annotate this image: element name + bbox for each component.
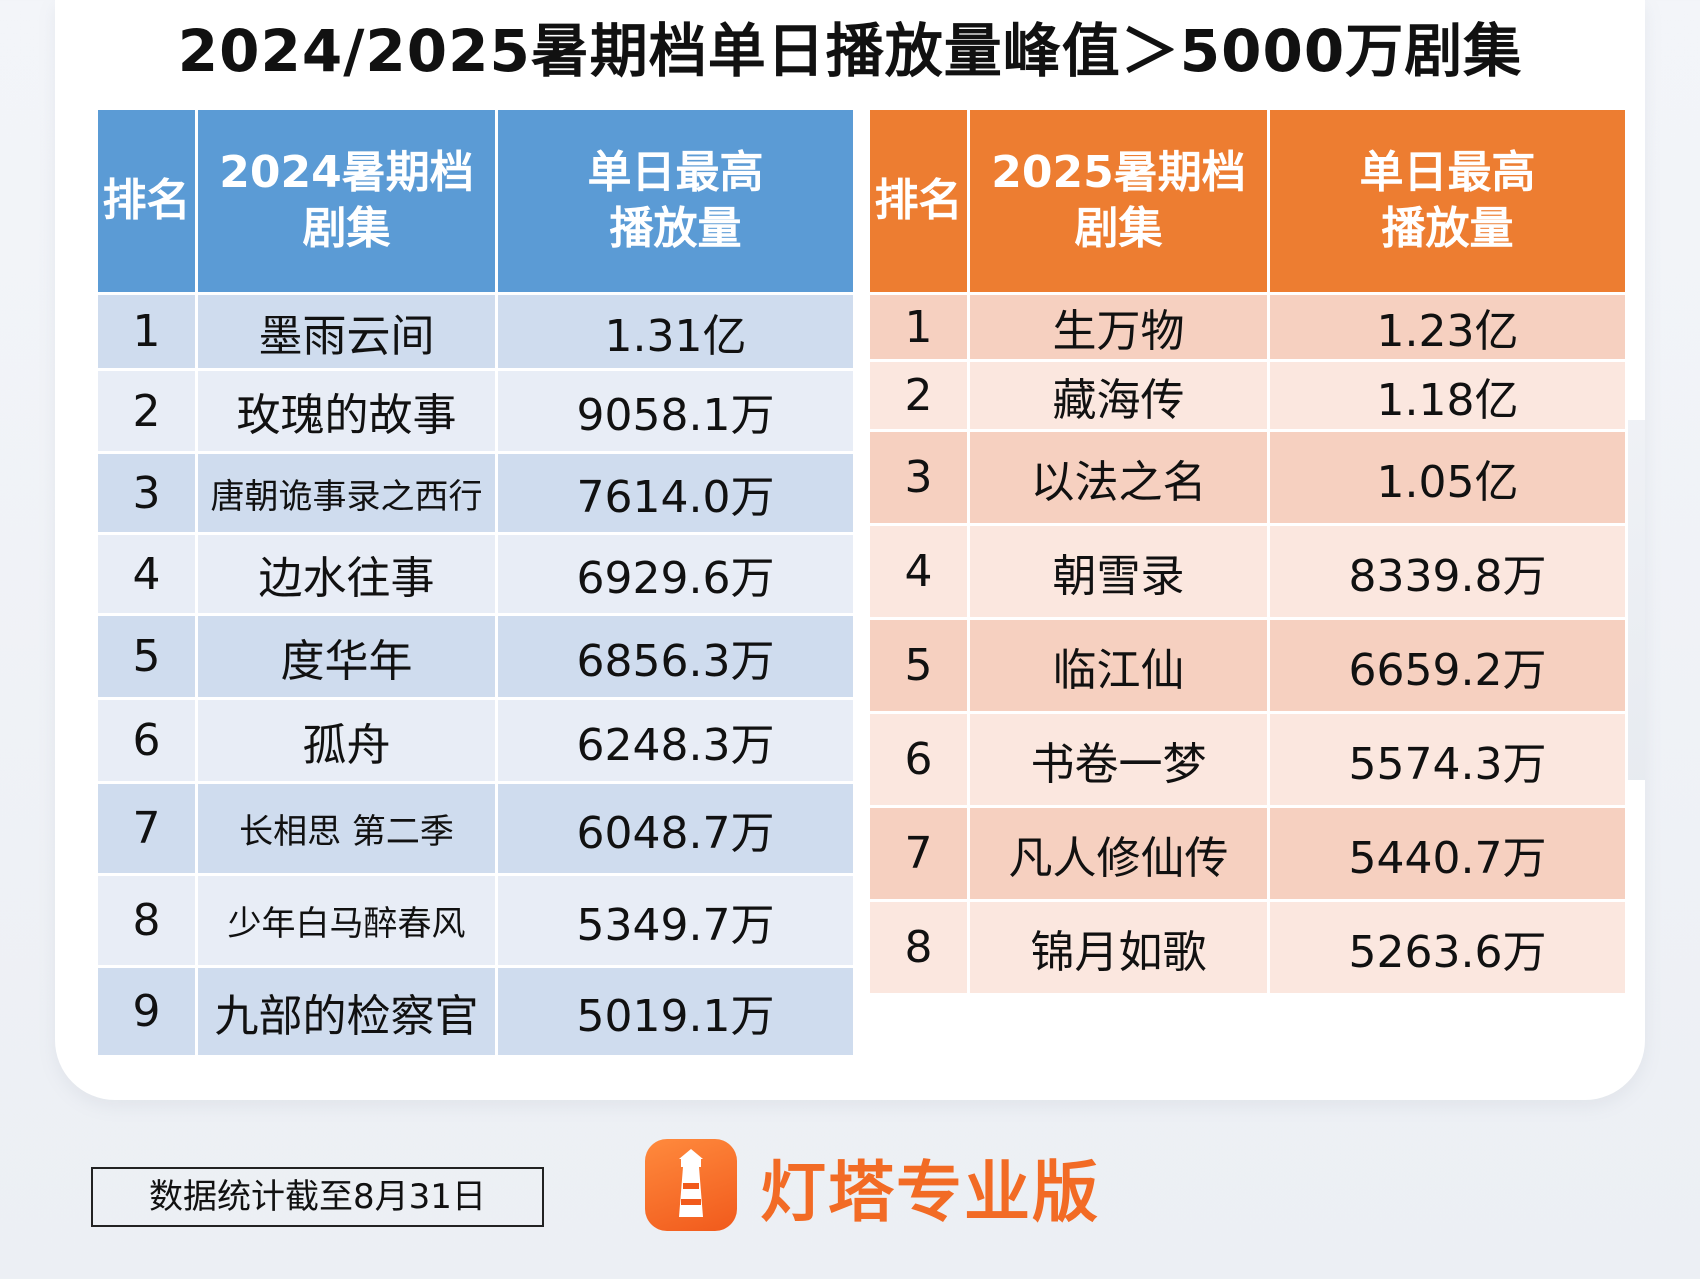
- peak-views-cell: 5440.7万: [1267, 805, 1628, 902]
- data-cutoff-note: 数据统计截至8月31日: [91, 1167, 544, 1227]
- peak-views-cell: 5574.3万: [1267, 711, 1628, 808]
- peak-views-cell: 7614.0万: [495, 451, 856, 535]
- rank-cell: 7: [867, 805, 970, 902]
- drama-name-cell: 度华年: [195, 613, 498, 700]
- header-drama: 2024暑期档 剧集: [195, 107, 498, 295]
- rank-cell: 6: [95, 697, 198, 784]
- header-peak-views: 单日最高 播放量: [1267, 107, 1628, 295]
- drama-name-cell: 锦月如歌: [967, 899, 1270, 996]
- rank-cell: 4: [867, 523, 970, 620]
- drama-name-cell: 书卷一梦: [967, 711, 1270, 808]
- table-row: 7 长相思 第二季 6048.7万: [95, 781, 856, 876]
- rank-cell: 8: [867, 899, 970, 996]
- rank-cell: 2: [867, 359, 970, 432]
- rank-cell: 9: [95, 965, 198, 1058]
- rank-cell: 5: [867, 617, 970, 714]
- table-row: 6 孤舟 6248.3万: [95, 697, 856, 784]
- peak-views-cell: 6248.3万: [495, 697, 856, 784]
- drama-name-cell: 墨雨云间: [195, 292, 498, 371]
- rank-cell: 1: [867, 292, 970, 362]
- rank-cell: 4: [95, 532, 198, 616]
- header-peak-views: 单日最高 播放量: [495, 107, 856, 295]
- peak-views-cell: 1.23亿: [1267, 292, 1628, 362]
- drama-name-cell: 长相思 第二季: [195, 781, 498, 876]
- table-row: 3 唐朝诡事录之西行 7614.0万: [95, 451, 856, 535]
- rank-cell: 5: [95, 613, 198, 700]
- ranking-table-2024: 排名 2024暑期档 剧集 单日最高 播放量 1 墨雨云间 1.31亿 2 玫瑰的故事 9…: [95, 107, 856, 1058]
- rank-cell: 3: [95, 451, 198, 535]
- rank-cell: 6: [867, 711, 970, 808]
- rank-cell: 3: [867, 429, 970, 526]
- table-row: 7 凡人修仙传 5440.7万: [867, 805, 1628, 902]
- table-row: 4 边水往事 6929.6万: [95, 532, 856, 616]
- table-row: 4 朝雪录 8339.8万: [867, 523, 1628, 620]
- table-row: 5 度华年 6856.3万: [95, 613, 856, 700]
- table-row: 9 九部的检察官 5019.1万: [95, 965, 856, 1058]
- header-rank: 排名: [95, 107, 198, 295]
- drama-name-cell: 玫瑰的故事: [195, 368, 498, 454]
- drama-name-cell: 孤舟: [195, 697, 498, 784]
- peak-views-cell: 6856.3万: [495, 613, 856, 700]
- drama-name-cell: 唐朝诡事录之西行: [195, 451, 498, 535]
- table-row: 2 藏海传 1.18亿: [867, 359, 1628, 432]
- peak-views-cell: 5263.6万: [1267, 899, 1628, 996]
- rank-cell: 1: [95, 292, 198, 371]
- table-row: 3 以法之名 1.05亿: [867, 429, 1628, 526]
- drama-name-cell: 边水往事: [195, 532, 498, 616]
- page-title: 2024/2025暑期档单日播放量峰值＞5000万剧集: [177, 17, 1523, 85]
- drama-name-cell: 九部的检察官: [195, 965, 498, 1058]
- drama-name-cell: 生万物: [967, 292, 1270, 362]
- ranking-table-2025: 排名 2025暑期档 剧集 单日最高 播放量 1 生万物 1.23亿 2 藏海传 1.18…: [867, 107, 1628, 996]
- peak-views-cell: 1.05亿: [1267, 429, 1628, 526]
- peak-views-cell: 6659.2万: [1267, 617, 1628, 714]
- peak-views-cell: 6048.7万: [495, 781, 856, 876]
- table-header-row: 排名 2025暑期档 剧集 单日最高 播放量: [867, 107, 1628, 295]
- drama-name-cell: 凡人修仙传: [967, 805, 1270, 902]
- table-header-row: 排名 2024暑期档 剧集 单日最高 播放量: [95, 107, 856, 295]
- brand-name: 灯塔专业版: [760, 1154, 1100, 1231]
- drama-name-cell: 朝雪录: [967, 523, 1270, 620]
- peak-views-cell: 9058.1万: [495, 368, 856, 454]
- table-row: 6 书卷一梦 5574.3万: [867, 711, 1628, 808]
- peak-views-cell: 1.18亿: [1267, 359, 1628, 432]
- peak-views-cell: 5019.1万: [495, 965, 856, 1058]
- table-row: 1 生万物 1.23亿: [867, 292, 1628, 362]
- peak-views-cell: 6929.6万: [495, 532, 856, 616]
- header-drama: 2025暑期档 剧集: [967, 107, 1270, 295]
- rank-cell: 2: [95, 368, 198, 454]
- header-rank: 排名: [867, 107, 970, 295]
- table-row: 8 少年白马醉春风 5349.7万: [95, 873, 856, 968]
- drama-name-cell: 以法之名: [967, 429, 1270, 526]
- lighthouse-icon: [645, 1139, 737, 1231]
- drama-name-cell: 少年白马醉春风: [195, 873, 498, 968]
- drama-name-cell: 临江仙: [967, 617, 1270, 714]
- peak-views-cell: 5349.7万: [495, 873, 856, 968]
- table-row: 1 墨雨云间 1.31亿: [95, 292, 856, 371]
- rank-cell: 7: [95, 781, 198, 876]
- table-row: 5 临江仙 6659.2万: [867, 617, 1628, 714]
- peak-views-cell: 8339.8万: [1267, 523, 1628, 620]
- table-row: 2 玫瑰的故事 9058.1万: [95, 368, 856, 454]
- drama-name-cell: 藏海传: [967, 359, 1270, 432]
- rank-cell: 8: [95, 873, 198, 968]
- peak-views-cell: 1.31亿: [495, 292, 856, 371]
- table-row: 8 锦月如歌 5263.6万: [867, 899, 1628, 996]
